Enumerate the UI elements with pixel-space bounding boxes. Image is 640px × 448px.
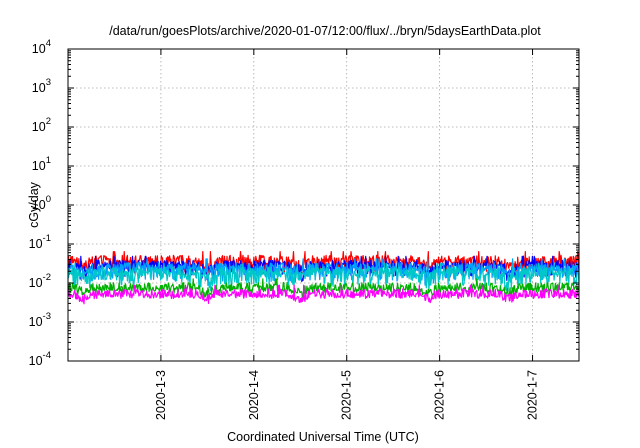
y-tick-exponent: 4 xyxy=(46,38,51,49)
x-tick-label: 2020-1-4 xyxy=(247,370,261,420)
y-tick-label: 103 xyxy=(32,77,51,95)
grid-lines xyxy=(68,49,579,361)
x-axis-label: Coordinated Universal Time (UTC) xyxy=(227,430,419,444)
chart-title: /data/run/goesPlots/archive/2020-01-07/1… xyxy=(109,24,541,38)
y-tick-label: 101 xyxy=(32,155,51,173)
y-tick-exponent: -1 xyxy=(43,233,51,244)
y-tick-label: 102 xyxy=(32,116,51,134)
series-lines xyxy=(67,251,580,305)
y-tick-exponent: 3 xyxy=(46,77,51,88)
y-tick-exponent: 1 xyxy=(46,155,51,166)
series-line-4 xyxy=(67,262,580,292)
x-tick-label: 2020-1-5 xyxy=(340,370,354,420)
y-tick-label: 10-3 xyxy=(29,311,51,329)
x-axis: 2020-1-3 2020-1-4 2020-1-5 2020-1-6 2020-1-7 xyxy=(154,49,540,420)
y-tick-exponent: -4 xyxy=(43,350,51,361)
series-line-5 xyxy=(67,278,580,299)
y-axis-label: cGy/day xyxy=(27,181,41,228)
y-tick-label: 10-4 xyxy=(29,350,51,368)
series-line-6 xyxy=(67,284,580,305)
y-tick-exponent: 0 xyxy=(46,194,51,205)
y-tick-exponent: -2 xyxy=(43,272,51,283)
y-tick-exponent: -3 xyxy=(43,311,51,322)
x-tick-label: 2020-1-3 xyxy=(154,370,168,420)
y-tick-label: 104 xyxy=(32,38,51,56)
y-tick-label: 10-1 xyxy=(29,233,51,251)
x-tick-label: 2020-1-6 xyxy=(433,370,447,420)
y-tick-label: 10-2 xyxy=(29,272,51,290)
x-tick-label: 2020-1-7 xyxy=(526,370,540,420)
y-tick-exponent: 2 xyxy=(46,116,51,127)
